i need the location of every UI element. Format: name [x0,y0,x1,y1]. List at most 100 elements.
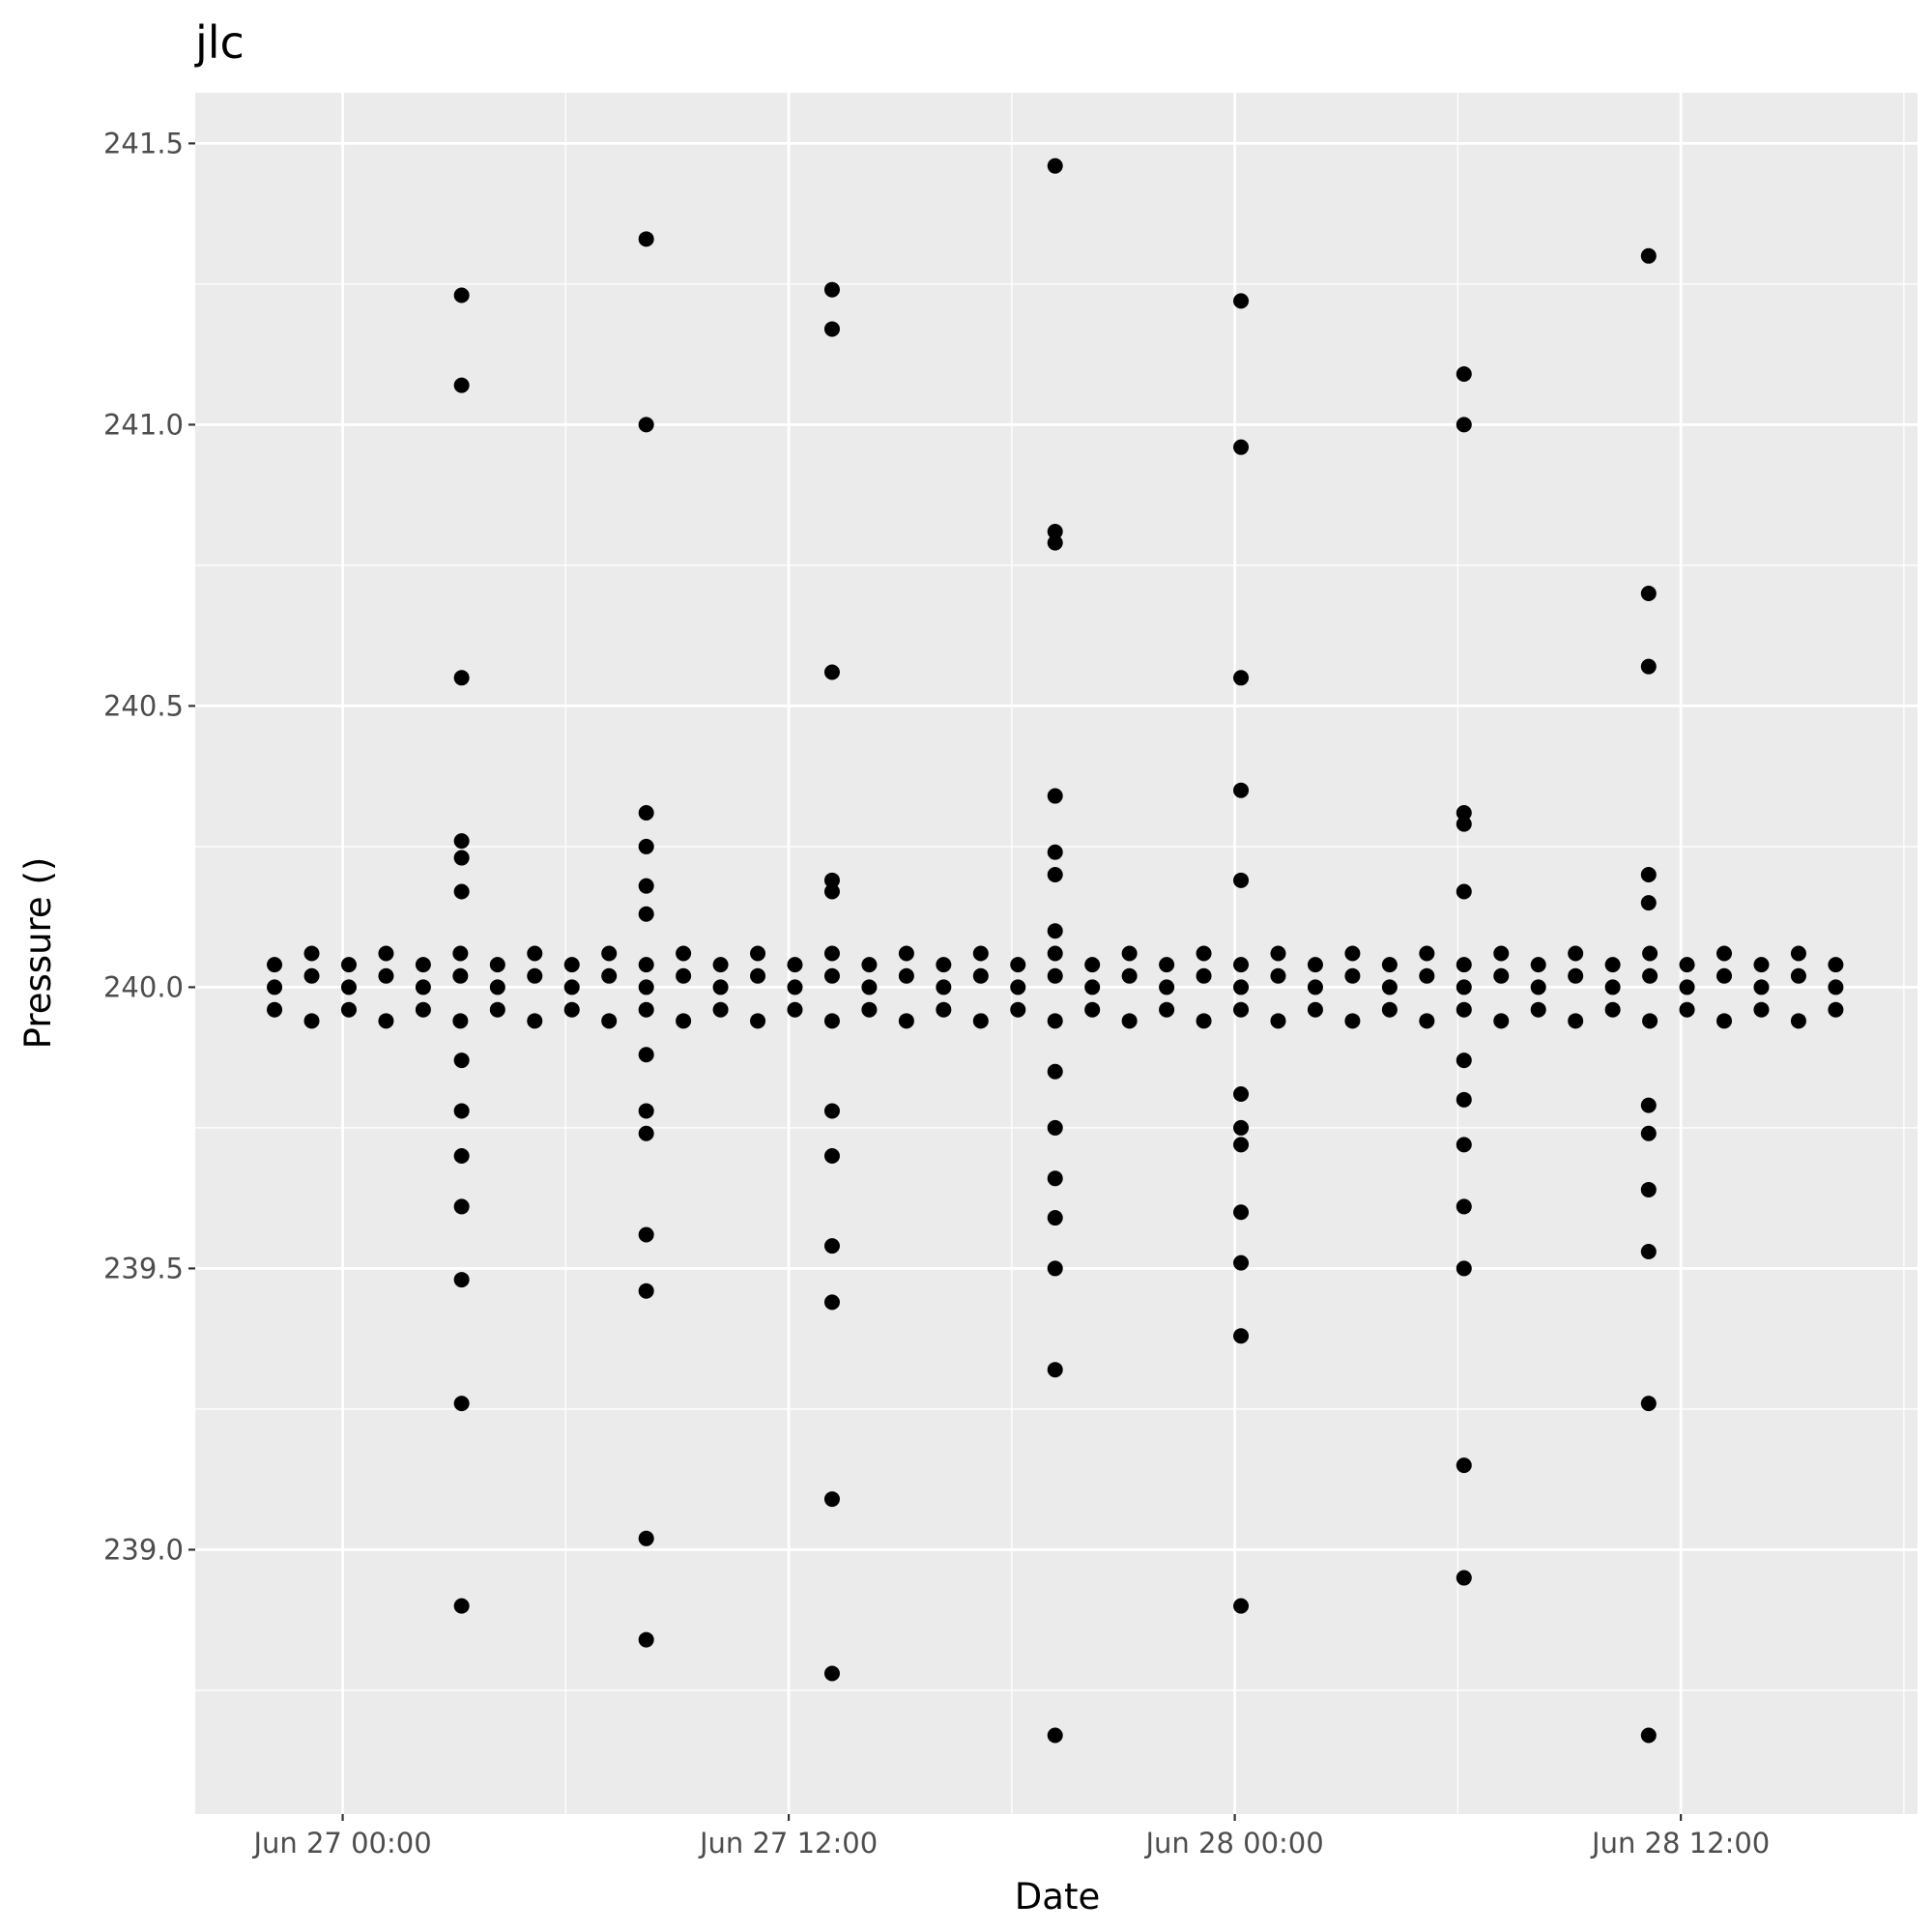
point [1047,1119,1063,1136]
point [563,957,580,973]
point [936,1001,952,1018]
point [453,377,470,393]
point [638,1001,654,1018]
point [1753,957,1770,973]
point [1344,1013,1361,1029]
y-tick-label: 239.5 [103,1252,184,1284]
point [1010,957,1026,973]
point [415,1001,431,1018]
chart-title: jlc [194,16,245,69]
point [340,957,357,973]
point [1159,1001,1175,1018]
point [378,1013,394,1029]
point [1233,1001,1250,1018]
point [1640,895,1657,911]
point [1381,957,1398,973]
point [750,945,766,962]
point [1679,1001,1695,1018]
point [1493,1013,1510,1029]
point [1640,1125,1657,1141]
point [1456,979,1472,995]
point [1530,957,1546,973]
point [1010,979,1026,995]
point [1530,979,1546,995]
point [1233,979,1250,995]
point [453,1198,470,1215]
point [1196,967,1212,984]
point [1640,867,1657,883]
point [267,957,283,973]
point [453,1598,470,1614]
point [787,979,803,995]
point [1456,804,1472,821]
point [453,850,470,866]
point [340,1001,357,1018]
point [861,957,878,973]
point [378,967,394,984]
point [1159,957,1175,973]
point [1233,293,1250,309]
point [1568,945,1584,962]
point [378,945,394,962]
point [750,967,766,984]
point [1270,967,1286,984]
point [489,979,505,995]
point [489,1001,505,1018]
point [638,979,654,995]
point [1828,957,1844,973]
point [1456,366,1472,383]
point [1604,979,1621,995]
point [527,1013,543,1029]
point [1307,957,1323,973]
point [267,979,283,995]
point [415,957,431,973]
y-tick-label: 239.0 [103,1533,184,1566]
point [1233,439,1250,455]
point [972,945,989,962]
point [1753,979,1770,995]
point [1047,967,1063,984]
point [1456,1260,1472,1277]
point [823,1103,840,1119]
point [527,945,543,962]
point [453,833,470,850]
point [787,957,803,973]
point [823,1013,840,1029]
point [1047,1013,1063,1029]
point [823,1294,840,1311]
point [453,1148,470,1165]
point [340,979,357,995]
point [1121,945,1138,962]
point [453,1103,470,1119]
point [898,967,914,984]
point [303,945,320,962]
point [1640,658,1657,675]
point [823,321,840,337]
point [453,670,470,686]
point [1159,979,1175,995]
point [823,883,840,900]
point [1233,872,1250,888]
point [453,287,470,303]
point [1642,945,1658,962]
point [452,945,469,962]
point [1196,1013,1212,1029]
point [638,1283,654,1299]
point [1456,1137,1472,1153]
point [1456,1001,1472,1018]
point [1047,1260,1063,1277]
point [1716,967,1733,984]
point [453,1053,470,1069]
y-axis-title: Pressure () [17,857,59,1050]
point [1456,883,1472,900]
point [1456,1570,1472,1586]
point [1233,1254,1250,1271]
point [1456,957,1472,973]
point [563,1001,580,1018]
point [1344,967,1361,984]
point [1047,844,1063,860]
point [1047,534,1063,551]
point [638,838,654,854]
point [1456,1198,1472,1215]
point [1233,1204,1250,1221]
